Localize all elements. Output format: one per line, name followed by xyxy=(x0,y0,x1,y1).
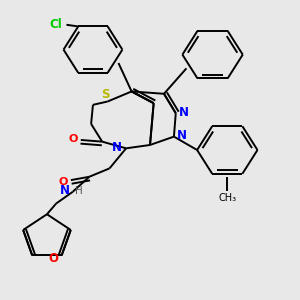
Text: N: N xyxy=(179,106,189,119)
Text: O: O xyxy=(49,252,58,265)
Text: O: O xyxy=(59,177,68,187)
Text: N: N xyxy=(177,129,187,142)
Text: N: N xyxy=(60,184,70,197)
Text: H: H xyxy=(76,186,83,196)
Text: N: N xyxy=(112,141,122,154)
Text: S: S xyxy=(102,88,110,101)
Text: Cl: Cl xyxy=(49,18,62,31)
Text: CH₃: CH₃ xyxy=(218,193,236,202)
Text: O: O xyxy=(68,134,77,144)
